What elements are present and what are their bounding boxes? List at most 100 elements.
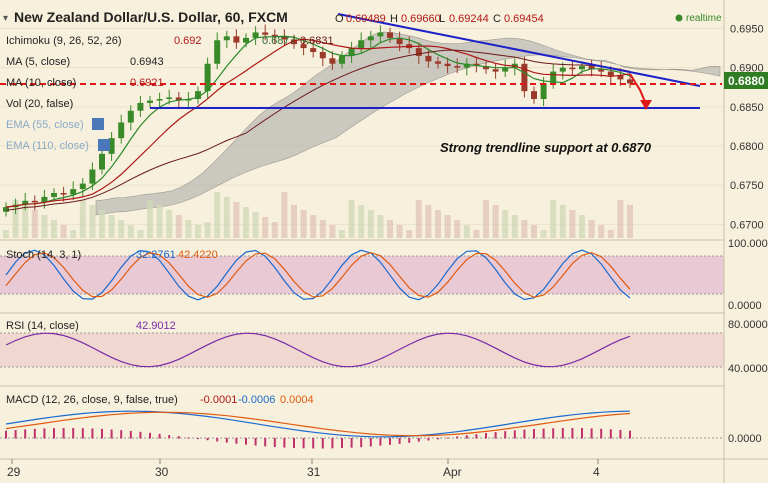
volume-bar (310, 215, 317, 238)
candle-body (569, 67, 576, 70)
candle-body (223, 36, 230, 41)
volume-bar (483, 200, 489, 238)
legend-vol[interactable]: Vol (20, false) (6, 98, 73, 110)
ema110-visibility-icon[interactable] (98, 139, 110, 151)
candle-body (310, 48, 317, 52)
macd-histogram-bar (5, 430, 7, 439)
candle-body (3, 207, 9, 212)
candle-body (118, 122, 125, 139)
macd-histogram-bar (206, 438, 209, 441)
volume-bar (300, 210, 307, 238)
rsi-axis-bottom: 40.0000 (728, 363, 768, 375)
macd-histogram-bar (600, 428, 603, 439)
macd-histogram-bar (321, 438, 324, 449)
candle-body (483, 66, 489, 70)
macd-histogram-bar (427, 438, 430, 441)
volume-bar (415, 200, 422, 238)
stoch-d-line (5, 252, 631, 298)
x-axis-label: 30 (155, 465, 169, 479)
macd-histogram-bar (216, 438, 219, 442)
volume-bar (262, 217, 269, 238)
candle-body (166, 97, 173, 99)
volume-bar (425, 205, 432, 238)
macd-histogram-bar (197, 438, 199, 440)
candle-body (559, 67, 566, 72)
macd-histogram-bar (254, 438, 257, 446)
x-axis-label: Apr (443, 465, 462, 479)
legend-ma10[interactable]: MA (10, close) (6, 77, 76, 89)
candle-body (367, 36, 374, 41)
rsi-axis-top: 80.0000 (728, 319, 768, 331)
volume-bar (156, 205, 163, 238)
candle-body (579, 66, 585, 70)
macd-axis-mid: 0.0000 (728, 433, 762, 445)
dropdown-icon[interactable]: ▾ (3, 13, 8, 24)
candle-body (60, 193, 67, 195)
price-axis-label: 0.6700 (730, 219, 764, 231)
volume-bar (358, 205, 365, 238)
volume-bar (185, 220, 192, 238)
macd-histogram-bar (446, 437, 449, 439)
ohlc-open: 0.69489 (346, 13, 386, 25)
ema55-visibility-icon[interactable] (92, 118, 104, 130)
macd-histogram-bar (302, 438, 305, 449)
volume-bar (166, 210, 173, 238)
candle-body (521, 63, 528, 92)
macd-signal-line (5, 411, 631, 437)
legend-ichimoku[interactable]: Ichimoku (9, 26, 52, 26) (6, 35, 122, 47)
candle-body (99, 153, 105, 170)
price-axis-label: 0.6750 (730, 180, 764, 192)
macd-label[interactable]: MACD (12, 26, close, 9, false, true) (6, 394, 178, 406)
stoch-band (0, 256, 724, 294)
stoch-value-d: 42.4220 (178, 249, 218, 261)
volume-bar (79, 200, 86, 238)
volume-bar (473, 230, 480, 238)
volume-bar (223, 197, 230, 238)
volume-bar (559, 205, 566, 238)
macd-histogram-bar (581, 428, 583, 439)
volume-bar (588, 220, 595, 238)
macd-histogram-bar (379, 438, 382, 446)
macd-histogram-bar (273, 438, 276, 448)
volume-bar (31, 210, 38, 238)
macd-histogram-bar (552, 428, 555, 439)
volume-bar (118, 220, 125, 238)
volume-bar (3, 230, 9, 238)
legend-ichimoku-value-1: 0.692 (174, 35, 202, 47)
volume-bar (291, 205, 297, 238)
volume-bar (22, 205, 29, 238)
candle-body (271, 34, 278, 37)
volume-bar (492, 205, 499, 238)
macd-histogram-bar (609, 429, 612, 439)
macd-histogram-bar (129, 430, 132, 439)
rsi-band (0, 333, 724, 367)
candle-body (348, 48, 355, 56)
legend-ma5[interactable]: MA (5, close) (6, 56, 70, 68)
macd-histogram-bar (33, 428, 36, 439)
rsi-label[interactable]: RSI (14, close) (6, 320, 79, 332)
stoch-label[interactable]: Stoch (14, 3, 1) (6, 249, 81, 261)
volume-bar (12, 200, 19, 238)
current-price-badge (724, 72, 768, 89)
legend-ema110[interactable]: EMA (110, close) (6, 140, 89, 152)
volume-bar (99, 210, 105, 238)
volume-bar (435, 210, 441, 238)
candle-body (531, 91, 537, 99)
macd-histogram-bar (43, 428, 46, 439)
macd-histogram-bar (53, 428, 55, 439)
legend-ichimoku-value-2: 0.6877 (262, 35, 296, 47)
price-axis-label: 0.6800 (730, 141, 764, 153)
macd-histogram-bar (504, 431, 507, 439)
macd-histogram-bar (72, 428, 75, 439)
candle-body (435, 61, 441, 64)
price-axis-label: 0.6900 (730, 63, 764, 75)
candle-body (607, 71, 614, 76)
volume-bar (444, 215, 451, 238)
volume-bar (41, 215, 48, 238)
legend-ema55[interactable]: EMA (55, close) (6, 119, 84, 131)
candle-body (617, 75, 624, 80)
rsi-value: 42.9012 (136, 320, 176, 332)
price-axis-label: 0.6950 (730, 24, 764, 36)
candle-body (204, 63, 211, 92)
candle-body (300, 44, 307, 49)
